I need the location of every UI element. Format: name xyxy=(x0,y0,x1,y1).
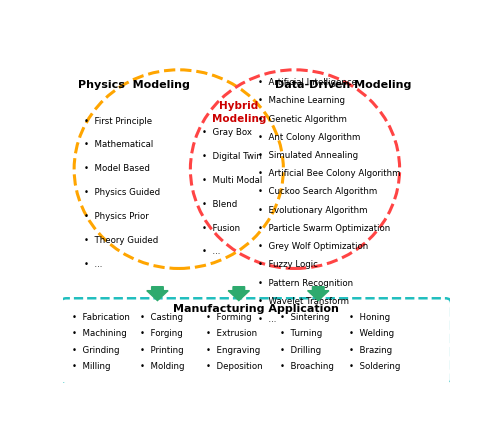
FancyArrow shape xyxy=(228,287,250,301)
Text: •  ...: • ... xyxy=(258,315,276,324)
Text: •  Turning: • Turning xyxy=(280,329,322,338)
Text: •  Theory Guided: • Theory Guided xyxy=(84,236,158,245)
Text: •  Broaching: • Broaching xyxy=(280,362,334,372)
FancyArrow shape xyxy=(308,287,329,301)
Text: •  Mathematical: • Mathematical xyxy=(84,141,153,150)
Text: •  Printing: • Printing xyxy=(140,346,184,355)
Text: Physics  Modeling: Physics Modeling xyxy=(78,80,190,90)
Text: •  Fuzzy Logic: • Fuzzy Logic xyxy=(258,260,318,269)
Text: •  Fabrication: • Fabrication xyxy=(72,313,130,322)
Text: Manufacturing Application: Manufacturing Application xyxy=(174,304,339,314)
Text: Hybrid
Modeling: Hybrid Modeling xyxy=(212,101,266,124)
Text: •  ...: • ... xyxy=(84,260,102,269)
Text: •  Forging: • Forging xyxy=(140,329,183,338)
Text: •  Particle Swarm Optimization: • Particle Swarm Optimization xyxy=(258,224,390,233)
Text: •  Forming: • Forming xyxy=(206,313,252,322)
Text: •  Multi Modal: • Multi Modal xyxy=(202,176,262,185)
Text: •  Simulated Annealing: • Simulated Annealing xyxy=(258,151,358,160)
Text: •  Sintering: • Sintering xyxy=(280,313,329,322)
Text: •  Grey Wolf Optimization: • Grey Wolf Optimization xyxy=(258,242,368,251)
Text: •  Soldering: • Soldering xyxy=(349,362,401,372)
Text: •  First Principle: • First Principle xyxy=(84,117,152,126)
Text: •  Milling: • Milling xyxy=(72,362,110,372)
Text: •  Model Based: • Model Based xyxy=(84,164,150,173)
Text: •  Grinding: • Grinding xyxy=(72,346,120,355)
Text: •  Extrusion: • Extrusion xyxy=(206,329,257,338)
Text: •  Gray Box: • Gray Box xyxy=(202,128,252,137)
Text: •  Engraving: • Engraving xyxy=(206,346,260,355)
Text: •  Blend: • Blend xyxy=(202,200,237,209)
Text: •  Artificial Bee Colony Algorithm: • Artificial Bee Colony Algorithm xyxy=(258,169,400,178)
Text: •  Evolutionary Algorithm: • Evolutionary Algorithm xyxy=(258,206,368,215)
FancyArrow shape xyxy=(147,287,168,301)
Text: •  Fusion: • Fusion xyxy=(202,224,240,233)
Text: Data-Driven Modeling: Data-Driven Modeling xyxy=(275,80,411,90)
FancyBboxPatch shape xyxy=(60,298,451,384)
Text: •  Deposition: • Deposition xyxy=(206,362,262,372)
Text: •  Physics Prior: • Physics Prior xyxy=(84,212,148,221)
Text: •  Ant Colony Algorithm: • Ant Colony Algorithm xyxy=(258,133,360,142)
Text: •  Welding: • Welding xyxy=(349,329,395,338)
Text: •  Brazing: • Brazing xyxy=(349,346,393,355)
Text: •  Honing: • Honing xyxy=(349,313,391,322)
Text: •  Artificial Intelligence: • Artificial Intelligence xyxy=(258,78,357,87)
Text: •  Casting: • Casting xyxy=(140,313,183,322)
Text: •  Pattern Recognition: • Pattern Recognition xyxy=(258,279,354,288)
Text: •  Molding: • Molding xyxy=(140,362,184,372)
Text: •  Machine Learning: • Machine Learning xyxy=(258,96,345,105)
Text: •  Physics Guided: • Physics Guided xyxy=(84,188,160,197)
Text: •  ...: • ... xyxy=(202,247,220,256)
Text: •  Wavelet Transform: • Wavelet Transform xyxy=(258,297,349,306)
Text: •  Drilling: • Drilling xyxy=(280,346,320,355)
Text: •  Cuckoo Search Algorithm: • Cuckoo Search Algorithm xyxy=(258,187,378,197)
Text: •  Digital Twin: • Digital Twin xyxy=(202,152,262,161)
Text: •  Genetic Algorithm: • Genetic Algorithm xyxy=(258,115,347,124)
Text: •  Machining: • Machining xyxy=(72,329,127,338)
